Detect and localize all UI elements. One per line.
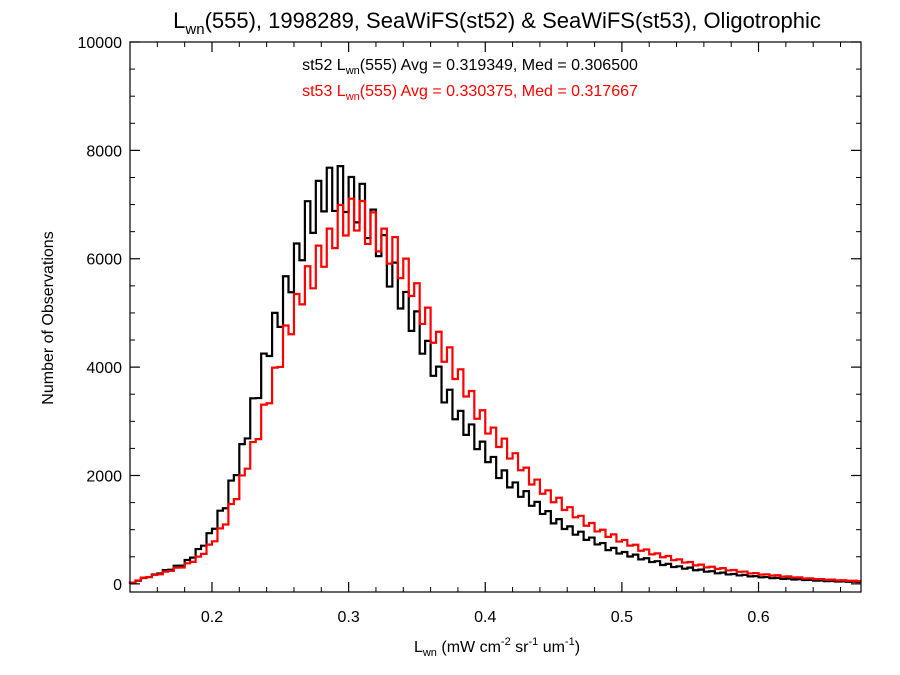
- y-tick-label: 10000: [78, 35, 123, 52]
- series-st52-line: [128, 165, 861, 584]
- x-axis-label: Lwn (mW cm-2 sr-1 um-1): [414, 636, 580, 659]
- annotation-st52: st52 Lwn(555) Avg = 0.319349, Med = 0.30…: [302, 57, 638, 77]
- x-tick-label: 0.6: [747, 609, 769, 626]
- axis-layer: 0.2 0.3 0.4 0.5 0.6 0 2000 4000 6000 8000 10000: [78, 35, 861, 626]
- series-st53-line: [128, 197, 861, 584]
- x-tick-label: 0.3: [337, 609, 359, 626]
- y-tick-label: 8000: [86, 143, 122, 160]
- y-tick-label: 6000: [86, 252, 122, 269]
- chart-title: Lwn(555), 1998289, SeaWiFS(st52) & SeaWi…: [173, 8, 821, 38]
- x-tick-label: 0.4: [474, 609, 496, 626]
- plot-frame: [129, 41, 862, 593]
- series-layer: [128, 165, 861, 584]
- x-tick-label: 0.5: [611, 609, 633, 626]
- y-tick-label: 4000: [86, 360, 122, 377]
- x-tick-label: 0.2: [201, 609, 223, 626]
- y-tick-label: 2000: [86, 468, 122, 485]
- y-tick-label: 0: [113, 577, 122, 594]
- y-axis-label: Number of Observations: [40, 231, 57, 404]
- annotation-st53: st53 Lwn(555) Avg = 0.330375, Med = 0.31…: [302, 83, 638, 103]
